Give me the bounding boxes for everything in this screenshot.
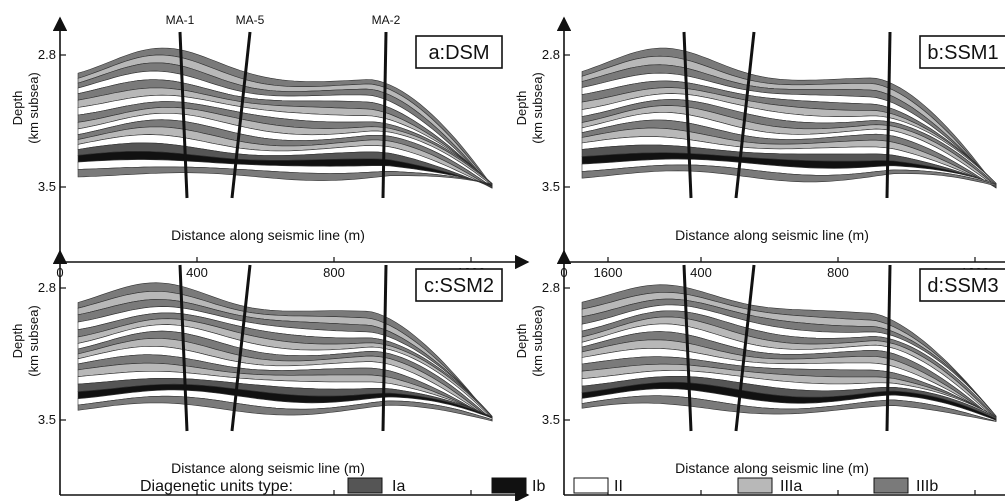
- x-tick-label: 800: [827, 265, 849, 280]
- legend-swatch-iiia: [737, 477, 773, 494]
- x-axis-label: Distance along seismic line (m): [171, 460, 365, 476]
- panel-title-box: [415, 35, 503, 69]
- well-label: MA-2: [372, 13, 401, 27]
- y-axis-label: Depth (km subsea): [10, 72, 41, 144]
- legend: Diagenetic units type: Ia Ib II IIIa III…: [140, 477, 938, 495]
- y-axis-label-line2: (km subsea): [530, 305, 545, 377]
- well-3-trace: [885, 264, 892, 432]
- y-tick-label: 3.5: [38, 412, 56, 427]
- y-axis-label-line2: (km subsea): [26, 305, 41, 377]
- panel-3: 2.83.5040080012001600Depth(km subsea)Dis…: [10, 249, 623, 501]
- legend-label-iiia: IIIa: [780, 478, 802, 495]
- geologic-section: [581, 284, 997, 422]
- x-tick-label: 0: [56, 498, 63, 501]
- y-axis-label-line2: (km subsea): [530, 72, 545, 144]
- y-tick-label: 2.8: [542, 280, 560, 295]
- panel-title: b:SSM1: [927, 42, 998, 64]
- panel-title-box: [919, 35, 1005, 69]
- x-tick-label: 0: [560, 498, 567, 501]
- well-3-trace: [381, 264, 388, 432]
- geologic-section: [77, 282, 493, 422]
- y-tick-label: 3.5: [542, 179, 560, 194]
- legend-label-ia: Ia: [392, 478, 405, 495]
- legend-swatch-ia: [347, 477, 383, 494]
- well-1-trace: [178, 264, 189, 432]
- y-axis-label-line1: Depth: [10, 324, 25, 359]
- well-3-trace: [381, 31, 388, 199]
- unit-band: [581, 395, 997, 422]
- well-2-trace: [734, 31, 756, 199]
- x-axis-label: Distance along seismic line (m): [171, 227, 365, 243]
- y-axis-label: Depth (km subsea): [514, 72, 545, 144]
- panel-title: c:SSM2: [424, 275, 494, 297]
- y-axis-label: Depth (km subsea): [514, 305, 545, 377]
- x-tick-label: 400: [690, 265, 712, 280]
- legend-label-iiib: IIIb: [916, 478, 938, 495]
- y-tick-label: 2.8: [38, 280, 56, 295]
- panel-title-box: [415, 268, 503, 302]
- geologic-section: [581, 47, 997, 189]
- x-tick-label: 400: [690, 498, 712, 501]
- well-2-trace: [230, 264, 252, 432]
- well-1-trace: [682, 31, 693, 199]
- panel-title: a:DSM: [428, 42, 489, 64]
- legend-label-ib: Ib: [532, 478, 545, 495]
- y-axis-label-line1: Depth: [514, 91, 529, 126]
- legend-swatch-ii: [573, 477, 609, 494]
- unit-band: [77, 166, 493, 185]
- x-axis-label: Distance along seismic line (m): [675, 460, 869, 476]
- panel-title-box: [919, 268, 1005, 302]
- well-2-trace: [230, 31, 252, 199]
- legend-title: Diagenetic units type:: [140, 478, 293, 495]
- x-tick-label: 1600: [594, 498, 623, 501]
- y-axis-label: Depth (km subsea): [10, 305, 41, 377]
- panel-2: 2.83.5040080012001600Depth(km subsea)Dis…: [514, 16, 1005, 280]
- well-1-trace: [178, 31, 189, 199]
- well-3-trace: [885, 31, 892, 199]
- x-tick-label: 1200: [457, 498, 486, 501]
- y-axis-label-line1: Depth: [514, 324, 529, 359]
- unit-band: [77, 395, 493, 422]
- geologic-section: [77, 47, 493, 189]
- x-tick-label: 800: [323, 265, 345, 280]
- y-tick-label: 3.5: [38, 179, 56, 194]
- well-1-trace: [682, 264, 693, 432]
- legend-swatch-iiib: [873, 477, 909, 494]
- legend-label-ii: II: [614, 478, 623, 495]
- y-tick-label: 2.8: [38, 47, 56, 62]
- well-label: MA-1: [166, 13, 195, 27]
- panel-4: 2.8 3.5 0 400 800 1200 1600 Depth(km subsea) Dis…: [514, 249, 1005, 501]
- y-axis-label-line1: Depth: [10, 91, 25, 126]
- well-2-trace: [734, 264, 756, 432]
- x-tick-label: 400: [186, 265, 208, 280]
- x-tick-label: 1600: [594, 265, 623, 280]
- panel-1: MA-1MA-5MA-22.83.5040080012001600Depth(k…: [10, 13, 622, 280]
- x-tick-label: 400: [186, 498, 208, 501]
- y-tick-label: 2.8: [542, 47, 560, 62]
- unit-band: [581, 164, 997, 187]
- x-axis-label: Distance along seismic line (m): [675, 227, 869, 243]
- x-tick-label: 800: [827, 498, 849, 501]
- well-label: MA-5: [236, 13, 265, 27]
- y-tick-label: 3.5: [542, 412, 560, 427]
- legend-swatch-ib: [491, 477, 527, 494]
- x-tick-label: 800: [323, 498, 345, 501]
- x-tick-label: 1200: [961, 498, 990, 501]
- y-axis-label-line2: (km subsea): [26, 72, 41, 144]
- panel-title: d:SSM3: [927, 275, 998, 297]
